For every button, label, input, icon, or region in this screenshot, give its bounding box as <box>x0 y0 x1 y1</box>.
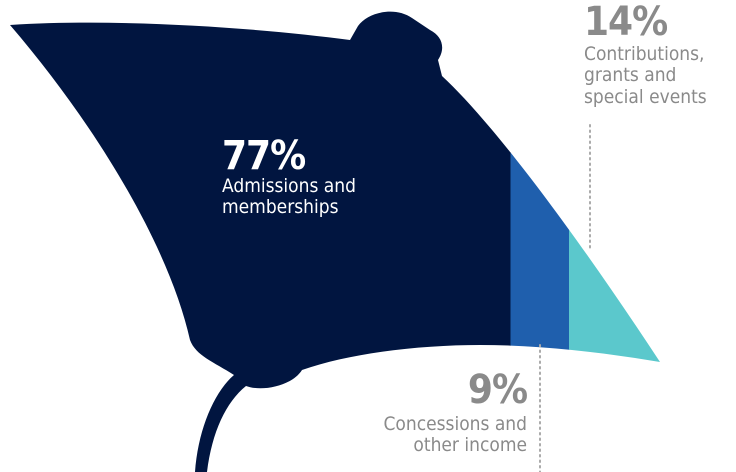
category-label: Admissions and memberships <box>222 175 356 219</box>
leaders <box>539 124 591 472</box>
percent-label: 14% <box>584 0 668 45</box>
percent-label: 9% <box>467 367 528 413</box>
band <box>10 11 511 472</box>
percent-label: 77% <box>222 133 306 179</box>
category-label: Contributions, grants and special events <box>584 43 707 108</box>
manta-shape <box>10 11 660 472</box>
category-label: Concessions and other income <box>383 413 527 457</box>
